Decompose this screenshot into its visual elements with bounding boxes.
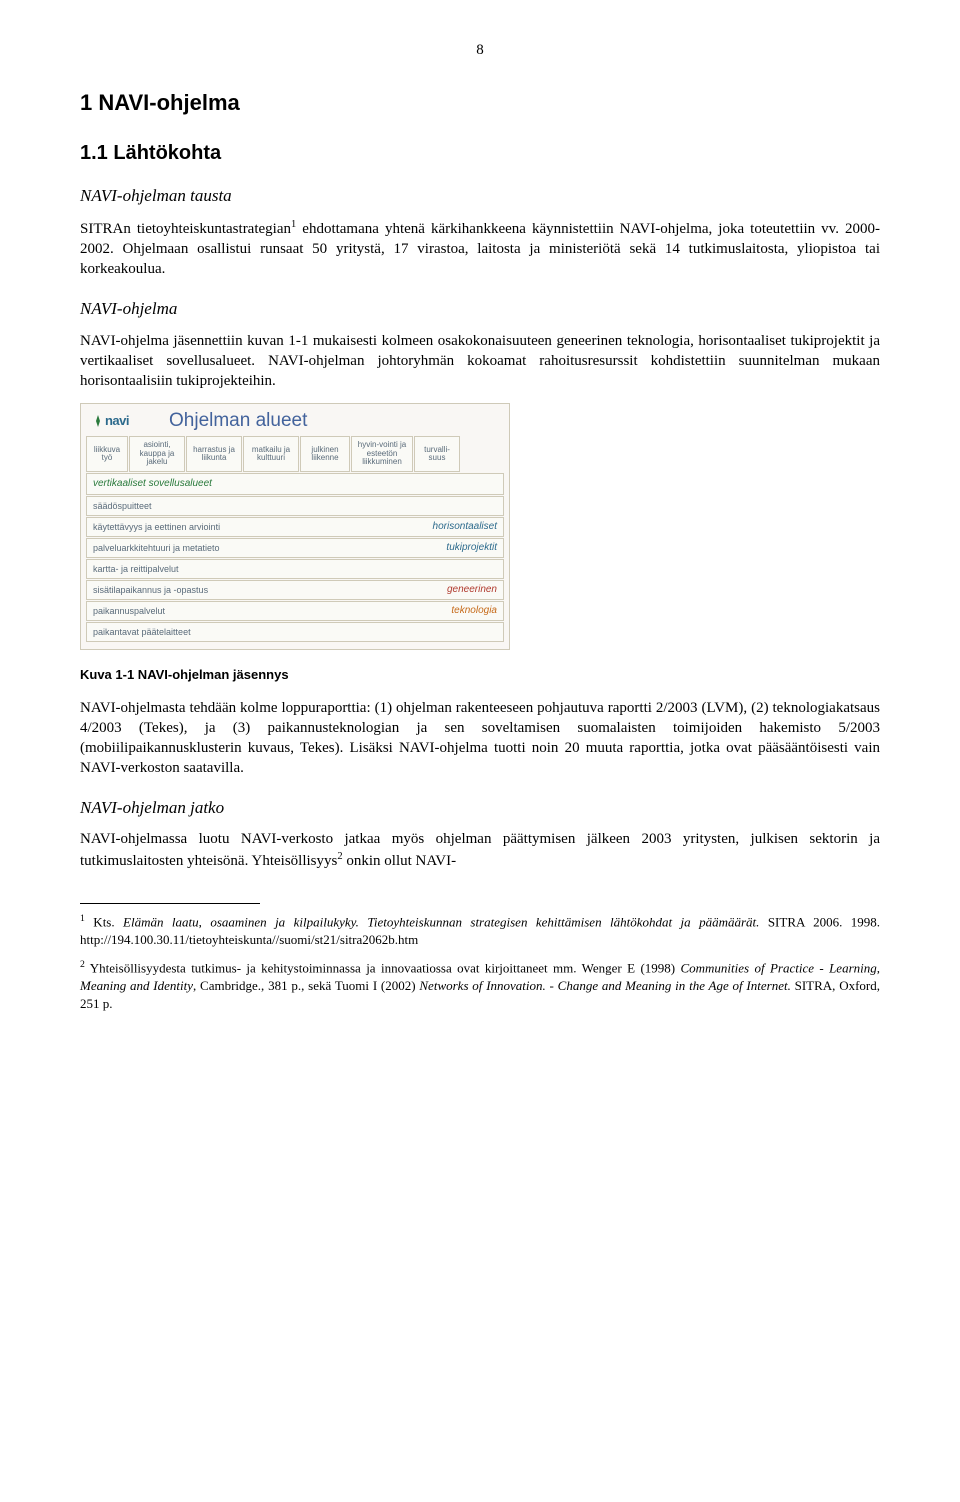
column-header: hyvin-vointi ja esteetön liikkuminen	[351, 436, 413, 472]
column-header-row: liikkuva työasiointi, kauppa ja jakeluha…	[86, 436, 504, 472]
figure-row: kartta- ja reittipalvelut	[86, 559, 504, 579]
vertical-band-label: vertikaaliset sovellusalueet	[93, 477, 212, 491]
footnote-2: 2 Yhteisöllisyydesta tutkimus- ja kehity…	[80, 958, 880, 1012]
column-header: matkailu ja kulttuuri	[243, 436, 299, 472]
heading-1-1: 1.1 Lähtökohta	[80, 140, 880, 167]
figure-row: säädöspuitteet	[86, 496, 504, 516]
footnote-2-italic-2: Networks of Innovation. - Change and Mea…	[419, 978, 790, 993]
figure-1-1: navi Ohjelman alueet liikkuva työasioint…	[80, 403, 880, 650]
paragraph-3: NAVI-ohjelmasta tehdään kolme loppurapor…	[80, 698, 880, 779]
row-right-label: geneerinen	[447, 583, 497, 597]
figure-row: paikantavat päätelaitteet	[86, 622, 504, 642]
column-header: turvalli-suus	[414, 436, 460, 472]
paragraph-4: NAVI-ohjelmassa luotu NAVI-verkosto jatk…	[80, 829, 880, 871]
figure-row: paikannuspalvelut teknologia	[86, 601, 504, 621]
figure-caption: Kuva 1-1 NAVI-ohjelman jäsennys	[80, 666, 880, 684]
row-left-label: paikantavat päätelaitteet	[93, 626, 191, 638]
row-left-label: käytettävyys ja eettinen arviointi	[93, 521, 220, 533]
footnote-1-a: Kts.	[85, 914, 123, 929]
subheading-jatko: NAVI-ohjelman jatko	[80, 797, 880, 820]
footnote-2-a: Yhteisöllisyydesta tutkimus- ja kehityst…	[85, 961, 681, 976]
footnote-1: 1 Kts. Elämän laatu, osaaminen ja kilpai…	[80, 912, 880, 948]
row-right-label: horisontaaliset	[433, 520, 497, 534]
row-left-label: palveluarkkitehtuuri ja metatieto	[93, 542, 220, 554]
page-number: 8	[80, 40, 880, 60]
para4-text-b: onkin ollut NAVI-	[343, 853, 456, 869]
para4-text-a: NAVI-ohjelmassa luotu NAVI-verkosto jatk…	[80, 831, 880, 868]
vertical-band: vertikaaliset sovellusalueet	[86, 473, 504, 495]
subheading-tausta: NAVI-ohjelman tausta	[80, 185, 880, 208]
column-header: harrastus ja liikunta	[186, 436, 242, 472]
figure-grid: liikkuva työasiointi, kauppa ja jakeluha…	[81, 434, 509, 649]
paragraph-1: SITRAn tietoyhteiskuntastrategian1 ehdot…	[80, 218, 880, 280]
figure-row: käytettävyys ja eettinen arviointi horiso…	[86, 517, 504, 537]
figure-box: navi Ohjelman alueet liikkuva työasioint…	[80, 403, 510, 650]
column-header: asiointi, kauppa ja jakelu	[129, 436, 185, 472]
column-header: julkinen liikenne	[300, 436, 350, 472]
row-left-label: säädöspuitteet	[93, 500, 152, 512]
figure-rows: säädöspuitteet käytettävyys ja eettinen a…	[86, 496, 504, 642]
subheading-naviohjema: NAVI-ohjelma	[80, 298, 880, 321]
navi-logo-text: navi	[105, 412, 129, 430]
row-right-label: teknologia	[451, 604, 497, 618]
vertical-band-row: vertikaaliset sovellusalueet	[86, 473, 504, 495]
column-header: liikkuva työ	[86, 436, 128, 472]
footnote-1-italic: Elämän laatu, osaaminen ja kilpailukyky.…	[123, 914, 759, 929]
row-left-label: paikannuspalvelut	[93, 605, 165, 617]
footnote-separator	[80, 903, 260, 904]
navi-logo-icon	[91, 414, 105, 428]
para1-text-a: SITRAn tietoyhteiskuntastrategian	[80, 221, 291, 237]
figure-row: palveluarkkitehtuuri ja metatieto tukipro…	[86, 538, 504, 558]
paragraph-2: NAVI-ohjelma jäsennettiin kuvan 1-1 muka…	[80, 331, 880, 392]
navi-logo: navi	[87, 410, 133, 432]
figure-title: Ohjelman alueet	[169, 408, 307, 434]
footnote-2-b: , Cambridge., 381 p., sekä Tuomi I (2002…	[193, 978, 419, 993]
figure-header: navi Ohjelman alueet	[81, 404, 509, 434]
heading-1: 1 NAVI-ohjelma	[80, 88, 880, 118]
figure-row: sisätilapaikannus ja -opastus geneerinen	[86, 580, 504, 600]
row-left-label: kartta- ja reittipalvelut	[93, 563, 179, 575]
row-left-label: sisätilapaikannus ja -opastus	[93, 584, 208, 596]
row-right-label: tukiprojektit	[446, 541, 497, 555]
